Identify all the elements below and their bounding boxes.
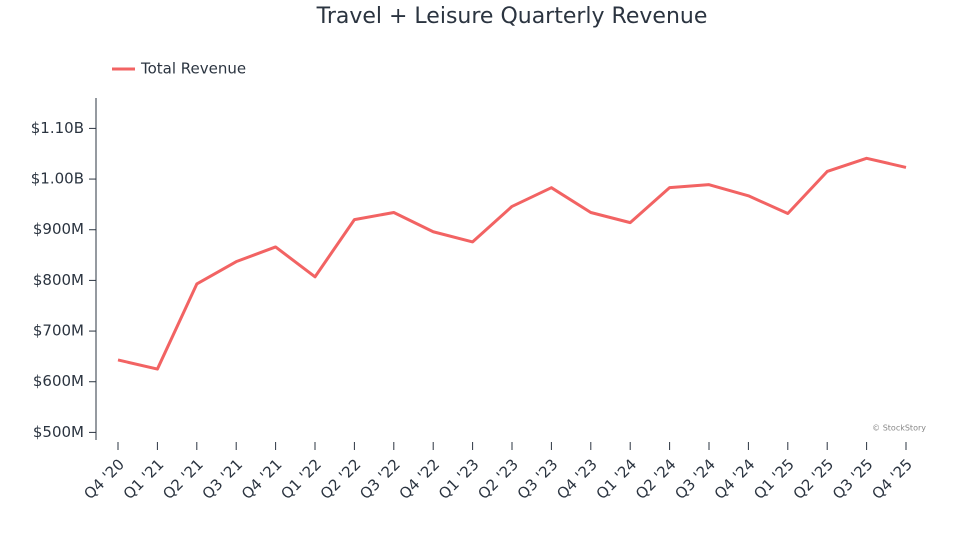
legend-label: Total Revenue xyxy=(140,60,246,78)
chart-title: Travel + Leisure Quarterly Revenue xyxy=(316,4,708,29)
x-tick-label: Q1 '21 xyxy=(120,455,168,503)
x-tick-label: Q3 '21 xyxy=(199,455,247,503)
x-tick-label: Q1 '25 xyxy=(750,455,798,503)
x-tick-label: Q3 '24 xyxy=(671,455,719,503)
x-tick-label: Q2 '21 xyxy=(159,455,207,503)
y-tick-label: $600M xyxy=(33,372,84,390)
x-tick-label: Q4 '20 xyxy=(80,455,128,503)
y-tick-label: $900M xyxy=(33,220,84,238)
y-tick-label: $1.00B xyxy=(31,170,84,188)
x-tick-label: Q4 '22 xyxy=(396,455,444,503)
x-tick-label: Q4 '21 xyxy=(238,455,286,503)
x-tick-label: Q1 '22 xyxy=(277,455,325,503)
y-tick-label: $1.10B xyxy=(31,119,84,137)
watermark: © StockStory xyxy=(872,424,926,433)
x-tick-label: Q1 '23 xyxy=(435,455,483,503)
x-tick-label: Q4 '23 xyxy=(553,455,601,503)
x-tick-label: Q2 '24 xyxy=(632,455,680,503)
x-tick-label: Q2 '25 xyxy=(790,455,838,503)
x-tick-label: Q3 '23 xyxy=(514,455,562,503)
x-tick-label: Q4 '24 xyxy=(711,455,759,503)
x-tick-label: Q3 '22 xyxy=(356,455,404,503)
x-tick-label: Q3 '25 xyxy=(829,455,877,503)
y-tick-label: $500M xyxy=(33,423,84,441)
x-tick-label: Q2 '22 xyxy=(317,455,365,503)
y-tick-label: $700M xyxy=(33,322,84,340)
x-tick-label: Q4 '25 xyxy=(868,455,916,503)
x-tick-label: Q1 '24 xyxy=(593,455,641,503)
y-tick-label: $800M xyxy=(33,271,84,289)
x-tick-label: Q2 '23 xyxy=(474,455,522,503)
line xyxy=(117,156,907,371)
